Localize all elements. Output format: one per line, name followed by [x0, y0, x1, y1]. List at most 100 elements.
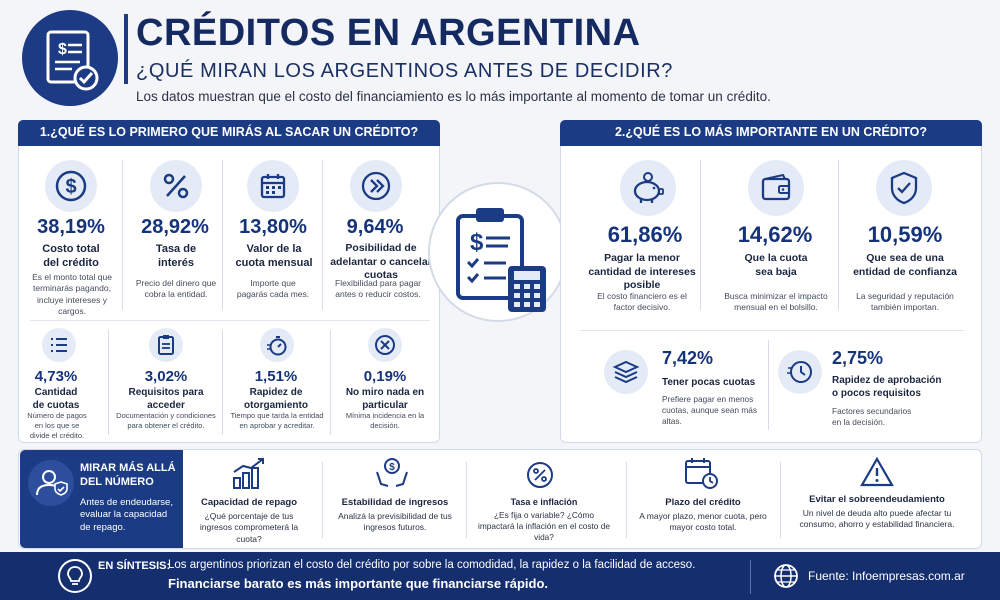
- divider: [780, 462, 781, 538]
- beyond-title: MIRAR MÁS ALLÁ DEL NÚMERO: [80, 462, 176, 489]
- divider: [768, 340, 769, 430]
- beyond-item-title: Plazo del crédito: [665, 497, 741, 508]
- globe-icon: [772, 562, 800, 595]
- stat-desc: Mínima incidencia en la decisión.: [345, 411, 425, 431]
- divider: [322, 160, 323, 310]
- stat-desc: Prefiere pagar en menos cuotas, aunque s…: [662, 394, 758, 427]
- clipboard-calculator-icon: $: [456, 208, 546, 312]
- person-check-icon: [28, 460, 74, 506]
- svg-text:$: $: [470, 229, 484, 256]
- document-check-icon: $: [46, 30, 99, 91]
- section2-title: 2.¿QUÉ ES LO MÁS IMPORTANTE EN UN CRÉDIT…: [560, 120, 982, 146]
- stat-percent: 4,73%: [34, 368, 78, 385]
- stat-percent: 28,92%: [141, 216, 209, 238]
- divider: [838, 160, 839, 310]
- stat-desc: La seguridad y reputación también import…: [856, 291, 954, 313]
- list-icon: [42, 328, 76, 362]
- beyond-item-title: Capacidad de repago: [200, 497, 298, 508]
- divider: [466, 462, 467, 538]
- layers-icon: [604, 350, 648, 394]
- stat-percent: 1,51%: [254, 368, 298, 385]
- stat-percent: 7,42%: [662, 348, 714, 368]
- svg-text:$: $: [389, 462, 395, 473]
- divider: [330, 330, 331, 435]
- beyond-text: Antes de endeudarse, evaluar la capacida…: [80, 497, 173, 533]
- stat-desc: Busca minimizar el impacto mensual en el…: [724, 291, 828, 313]
- stat-percent: 38,19%: [37, 216, 105, 238]
- stat-desc: Flexibilidad para pagar antes o reducir …: [335, 278, 421, 300]
- clock-fast-icon: [778, 350, 822, 394]
- stat-label: Requisitos para acceder: [128, 387, 204, 411]
- page-subtitle: ¿QUÉ MIRAN LOS ARGENTINOS ANTES DE DECID…: [136, 60, 674, 82]
- stat-percent: 2,75%: [832, 348, 884, 368]
- footer-line2: Financiarse barato es más importante que…: [168, 576, 549, 591]
- divider: [122, 160, 123, 310]
- stat-desc: Precio del dinero que cobra la entidad.: [135, 278, 217, 300]
- divider: [580, 330, 964, 331]
- divider: [700, 160, 701, 310]
- stat-label: No miro nada en particular: [345, 387, 425, 411]
- stat-percent: 3,02%: [144, 368, 188, 385]
- warning-icon: [860, 456, 894, 493]
- lightbulb-icon: [58, 559, 92, 593]
- page-title: CRÉDITOS EN ARGENTINA: [136, 12, 641, 54]
- stat-label: Tener pocas cuotas: [662, 377, 756, 388]
- stat-desc: El costo financiero es el factor decisiv…: [597, 291, 687, 313]
- stat-label: Rapidez de aprobación o pocos requisitos: [832, 375, 942, 399]
- stat-label: Valor de la cuota mensual: [235, 243, 313, 270]
- stat-desc: Documentación y condiciones para obtener…: [116, 411, 216, 431]
- beyond-item-title: Evitar el sobreendeudamiento: [809, 494, 945, 505]
- hands-coin-icon: $: [374, 456, 410, 495]
- header-accent-bar: [124, 14, 128, 84]
- footer-line1: Los argentinos priorizan el costo del cr…: [168, 559, 696, 571]
- dollar-icon: $: [45, 160, 97, 212]
- stat-percent: 9,64%: [346, 216, 404, 238]
- footer-source[interactable]: Fuente: Infoempresas.com.ar: [808, 569, 965, 583]
- stat-percent: 14,62%: [737, 222, 813, 247]
- fast-forward-icon: [350, 160, 402, 212]
- divider: [322, 462, 323, 538]
- beyond-item-text: Analizá la previsibilidad de tus ingreso…: [338, 511, 452, 533]
- logo-circle: $: [22, 10, 118, 106]
- svg-text:$: $: [58, 41, 67, 58]
- stat-desc: Importe que pagarás cada mes.: [236, 278, 310, 300]
- clipboard-icon: [149, 328, 183, 362]
- beyond-item-text: Un nivel de deuda alto puede afectar tu …: [799, 508, 955, 530]
- calendar-clock-icon: [683, 456, 719, 495]
- stat-label: Tasa de interés: [155, 243, 197, 270]
- stat-desc: Factores secundarios en la decisión.: [832, 406, 912, 428]
- footer-divider: [750, 560, 751, 594]
- divider: [30, 320, 430, 321]
- footer-bar: [0, 552, 1000, 600]
- stat-label: Costo total del crédito: [42, 243, 100, 270]
- calendar-icon: [247, 160, 299, 212]
- divider: [626, 462, 627, 538]
- x-circle-icon: [368, 328, 402, 362]
- beyond-item-title: Tasa e inflación: [510, 497, 578, 507]
- stat-label: Pagar la menor cantidad de intereses pos…: [588, 252, 696, 292]
- beyond-item-text: A mayor plazo, menor cuota, pero mayor c…: [639, 511, 767, 533]
- footer-label: EN SÍNTESIS:: [98, 560, 171, 572]
- wallet-icon: [748, 160, 804, 216]
- stat-percent: 13,80%: [239, 216, 307, 238]
- intro-text: Los datos muestran que el costo del fina…: [136, 89, 771, 104]
- divider: [108, 330, 109, 435]
- section1-title: 1.¿QUÉ ES LO PRIMERO QUE MIRÁS AL SACAR …: [18, 120, 440, 146]
- piggy-bank-icon: [620, 160, 676, 216]
- divider: [222, 160, 223, 310]
- stat-percent: 10,59%: [867, 222, 943, 247]
- stat-label: Cantidad de cuotas: [32, 387, 80, 411]
- beyond-item-title: Estabilidad de ingresos: [341, 497, 449, 508]
- beyond-item-text: ¿Qué porcentaje de tus ingresos comprome…: [199, 511, 299, 544]
- stat-label: Que sea de una entidad de confianza: [853, 252, 957, 278]
- stat-desc: Tiempo que tarda la entidad en aprobar y…: [230, 411, 324, 431]
- beyond-item-text: ¿Es fija o variable? ¿Cómo impactará la …: [478, 510, 610, 543]
- center-illustration: $: [428, 182, 568, 322]
- stat-desc: Número de pagos en los que se divide el …: [27, 411, 87, 441]
- stat-desc: Es el monto total que terminarás pagando…: [32, 272, 112, 317]
- stopwatch-icon: [260, 328, 294, 362]
- percent-tag-icon: [525, 460, 555, 495]
- divider: [222, 330, 223, 435]
- stat-label: Posibilidad de adelantar o cancelar cuot…: [330, 242, 432, 282]
- svg-text:$: $: [65, 176, 76, 198]
